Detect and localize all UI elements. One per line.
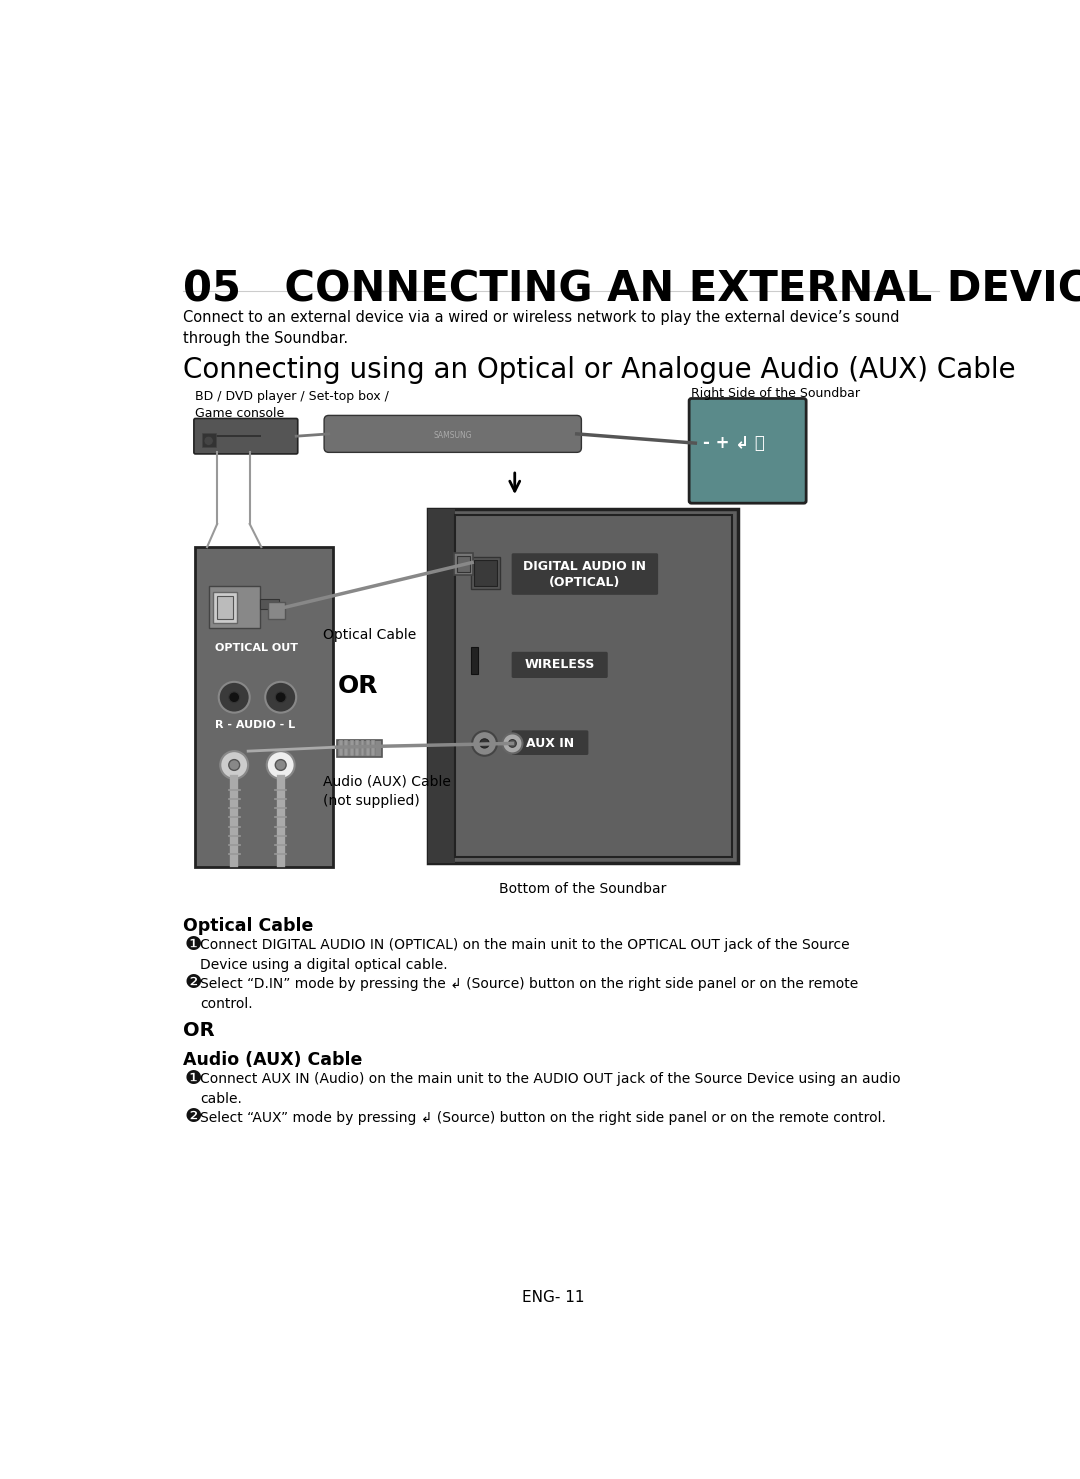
Text: Connect DIGITAL AUDIO IN (OPTICAL) on the main unit to the OPTICAL OUT jack of t: Connect DIGITAL AUDIO IN (OPTICAL) on th…	[200, 938, 850, 972]
Circle shape	[275, 692, 286, 703]
Text: ❶: ❶	[185, 935, 202, 954]
Circle shape	[218, 682, 249, 713]
FancyBboxPatch shape	[512, 553, 658, 595]
Text: Optical Cable: Optical Cable	[323, 629, 416, 642]
Text: OR: OR	[338, 674, 379, 698]
Circle shape	[266, 682, 296, 713]
Circle shape	[502, 734, 523, 753]
Bar	[474, 561, 497, 586]
Bar	[337, 740, 382, 757]
Text: ENG- 11: ENG- 11	[523, 1290, 584, 1304]
Text: ❷: ❷	[185, 1108, 202, 1127]
Circle shape	[229, 760, 240, 771]
Circle shape	[267, 751, 295, 779]
Text: Bottom of the Soundbar: Bottom of the Soundbar	[499, 881, 666, 896]
Bar	[339, 741, 342, 756]
Bar	[428, 509, 455, 862]
Text: Select “D.IN” mode by pressing the ↲ (Source) button on the right side panel or : Select “D.IN” mode by pressing the ↲ (So…	[200, 976, 859, 1010]
Text: Audio (AUX) Cable
(not supplied): Audio (AUX) Cable (not supplied)	[323, 774, 450, 808]
Bar	[210, 586, 260, 629]
Text: OPTICAL OUT: OPTICAL OUT	[215, 643, 298, 654]
Bar	[195, 547, 334, 867]
Circle shape	[509, 740, 516, 747]
Text: ❶: ❶	[185, 1069, 202, 1089]
Bar	[268, 602, 284, 618]
Text: AUX IN: AUX IN	[526, 737, 573, 750]
Bar	[454, 553, 473, 575]
Bar	[350, 741, 353, 756]
Text: Right Side of the Soundbar: Right Side of the Soundbar	[691, 387, 861, 399]
FancyBboxPatch shape	[194, 419, 298, 454]
Circle shape	[480, 740, 489, 748]
Circle shape	[220, 751, 248, 779]
Bar	[428, 509, 738, 862]
Text: ❷: ❷	[185, 973, 202, 992]
Bar	[361, 741, 364, 756]
Text: DIGITAL AUDIO IN
(OPTICAL): DIGITAL AUDIO IN (OPTICAL)	[523, 559, 646, 589]
Circle shape	[204, 436, 213, 445]
Text: R - AUDIO - L: R - AUDIO - L	[215, 720, 295, 731]
Bar	[202, 433, 216, 447]
FancyBboxPatch shape	[689, 398, 806, 503]
Bar	[471, 558, 500, 590]
Text: SAMSUNG: SAMSUNG	[433, 430, 472, 439]
Text: - + ↲ ⏻: - + ↲ ⏻	[703, 435, 765, 453]
FancyBboxPatch shape	[512, 731, 589, 754]
Text: OR: OR	[183, 1022, 215, 1040]
Circle shape	[472, 731, 497, 756]
Text: BD / DVD player / Set-top box /
Game console: BD / DVD player / Set-top box / Game con…	[195, 390, 389, 420]
Text: Select “AUX” mode by pressing ↲ (Source) button on the right side panel or on th: Select “AUX” mode by pressing ↲ (Source)…	[200, 1111, 886, 1124]
Bar	[455, 515, 732, 856]
Bar	[345, 741, 348, 756]
FancyBboxPatch shape	[512, 652, 608, 677]
Text: Optical Cable: Optical Cable	[183, 917, 313, 935]
Circle shape	[229, 692, 240, 703]
Text: Connecting using an Optical or Analogue Audio (AUX) Cable: Connecting using an Optical or Analogue …	[183, 356, 1015, 385]
Bar	[203, 435, 261, 436]
FancyBboxPatch shape	[324, 416, 581, 453]
Bar	[217, 596, 232, 618]
Bar	[355, 741, 359, 756]
Text: WIRELESS: WIRELESS	[525, 658, 595, 671]
Text: 05   CONNECTING AN EXTERNAL DEVICE: 05 CONNECTING AN EXTERNAL DEVICE	[183, 268, 1080, 311]
Text: Connect AUX IN (Audio) on the main unit to the AUDIO OUT jack of the Source Devi: Connect AUX IN (Audio) on the main unit …	[200, 1072, 901, 1106]
Text: Audio (AUX) Cable: Audio (AUX) Cable	[183, 1050, 363, 1069]
Bar	[213, 592, 237, 623]
Bar	[471, 648, 478, 674]
Text: Connect to an external device via a wired or wireless network to play the extern: Connect to an external device via a wire…	[183, 311, 900, 346]
Bar	[260, 599, 279, 609]
Bar	[457, 556, 470, 572]
Bar	[366, 741, 369, 756]
Bar	[372, 741, 375, 756]
Circle shape	[275, 760, 286, 771]
